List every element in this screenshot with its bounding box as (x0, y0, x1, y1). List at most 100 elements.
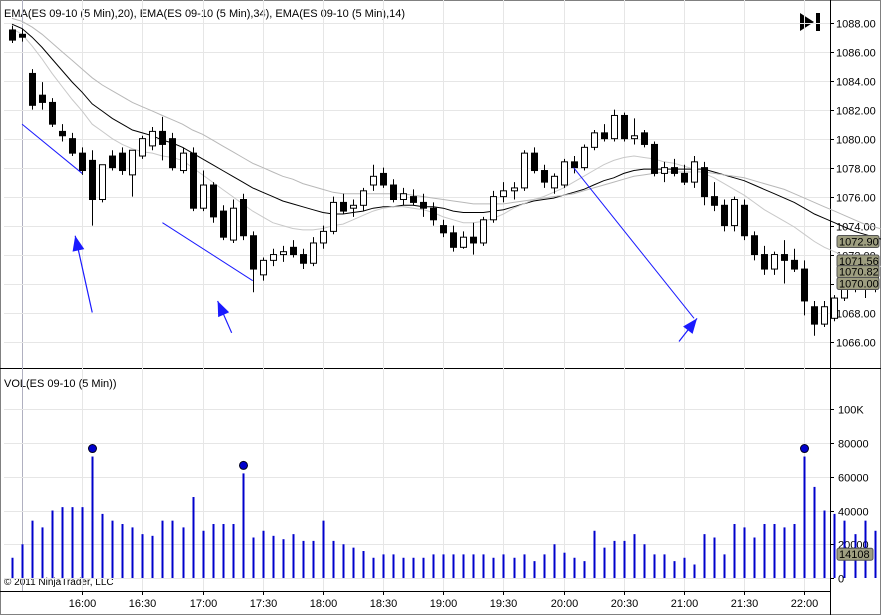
candle-body (230, 207, 237, 241)
candle-body (220, 210, 227, 238)
candle-body (260, 259, 267, 276)
candle-body (701, 167, 708, 198)
candle-body (571, 161, 578, 169)
annotation-arrowhead (217, 300, 230, 318)
candle-body (180, 152, 187, 172)
price-marker-box (836, 277, 880, 291)
candle-body (19, 33, 26, 38)
price-tick-label: 1082.00 (836, 106, 876, 118)
price-marker-label: 1072.90 (839, 237, 879, 249)
candle-body (611, 114, 618, 140)
candle-body (129, 149, 136, 176)
time-tick-label: 20:00 (551, 598, 579, 610)
price-tick-label: 1076.00 (836, 193, 876, 205)
price-tick-label: 1066.00 (836, 338, 876, 350)
candle-body (771, 254, 778, 270)
candle-body (139, 138, 146, 157)
candle-body (791, 259, 798, 270)
candle-body (159, 130, 166, 145)
candle-body (731, 199, 738, 227)
candle-body (69, 138, 76, 154)
candle-body (490, 196, 497, 221)
trend-line (162, 222, 253, 282)
price-tick-label: 1078.00 (836, 164, 876, 176)
candle-body (360, 190, 367, 206)
candle-body (280, 251, 287, 256)
candle-body (631, 135, 638, 140)
candle-body (511, 187, 518, 192)
volume-marker-label: 14108 (839, 549, 870, 561)
candle-body (370, 175, 377, 186)
candle-body (761, 254, 768, 270)
candle-body (320, 230, 327, 244)
candle-body (109, 155, 116, 169)
volume-tick-label: 100K (838, 405, 864, 417)
time-tick-label: 20:30 (611, 598, 639, 610)
time-tick-label: 21:30 (731, 598, 759, 610)
candle-body (99, 164, 106, 201)
time-tick-label: 18:00 (310, 598, 338, 610)
candle-body (561, 161, 568, 186)
candle-body (59, 130, 66, 137)
candle-body (460, 236, 467, 248)
candle-body (390, 184, 397, 201)
candle-body (9, 29, 16, 41)
time-tick-label: 19:00 (430, 598, 458, 610)
price-tick-label: 1080.00 (836, 135, 876, 147)
candle-body (119, 152, 126, 172)
price-tick-label: 1084.00 (836, 77, 876, 89)
indicator-legend: EMA(ES 09-10 (5 Min),20), EMA(ES 09-10 (… (4, 8, 406, 20)
price-marker-label: 1070.82 (839, 267, 879, 279)
candle-body (661, 167, 668, 174)
volume-tick-label: 40000 (838, 507, 869, 519)
candle-body (821, 306, 828, 325)
volume-peak-marker (239, 460, 248, 470)
candle-body (470, 236, 477, 244)
candle-body (831, 297, 838, 319)
annotation-arrowhead (683, 318, 698, 334)
candle-body (79, 152, 86, 172)
price-marker-label: 1070.00 (839, 279, 879, 291)
candle-body (300, 254, 307, 264)
candle-body (200, 184, 207, 209)
copyright-text: © 2011 NinjaTrader, LLC (4, 577, 114, 588)
time-tick-label: 22:00 (791, 598, 819, 610)
candle-body (400, 193, 407, 201)
candle-body (551, 175, 558, 189)
time-tick-label: 16:00 (69, 598, 97, 610)
volume-tick-label: 60000 (838, 473, 869, 485)
volume-panel-title: VOL(ES 09-10 (5 Min)) (4, 378, 117, 390)
candle-body (250, 235, 257, 270)
volume-tick-label: 80000 (838, 439, 869, 451)
candle-body (270, 254, 277, 261)
candle-body (691, 161, 698, 183)
candle-body (169, 138, 176, 169)
candle-body (420, 201, 427, 209)
candle-body (801, 268, 808, 302)
price-marker-label: 1071.56 (839, 256, 879, 268)
candle-body (340, 201, 347, 212)
volume-marker-box (836, 547, 874, 561)
candle-body (350, 204, 357, 209)
candle-body (681, 172, 688, 183)
candle-body (49, 101, 56, 125)
trend-line (573, 167, 695, 319)
candle-body (651, 143, 658, 174)
candle-body (581, 146, 588, 169)
time-tick-label: 16:30 (129, 598, 157, 610)
time-tick-label: 18:30 (370, 598, 398, 610)
candle-body (721, 204, 728, 227)
skip-to-end-icon[interactable] (798, 10, 824, 34)
time-tick-label: 19:30 (490, 598, 518, 610)
candle-body (641, 132, 648, 145)
price-tick-label: 1068.00 (836, 309, 876, 321)
candle-body (89, 159, 96, 201)
candle-body (210, 184, 217, 218)
candle-body (711, 196, 718, 206)
price-marker-box (836, 235, 880, 249)
price-tick-label: 1086.00 (836, 48, 876, 60)
candle-body (751, 235, 758, 256)
candle-body (149, 130, 156, 147)
